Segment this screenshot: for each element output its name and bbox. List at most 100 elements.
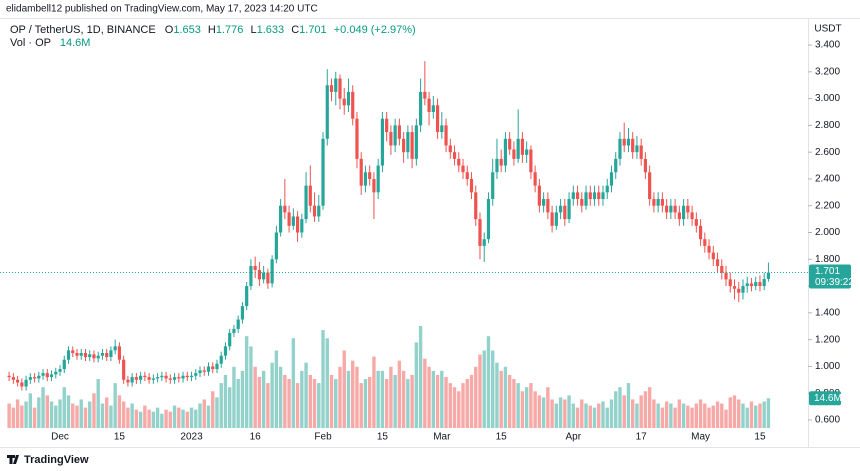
volume-bar <box>58 399 62 428</box>
candle-body <box>626 138 631 146</box>
candle-body <box>117 346 122 360</box>
y-tick-label: 2.400 <box>815 174 840 185</box>
candle-body <box>469 178 474 193</box>
volume-bar <box>758 403 762 428</box>
candle-body <box>440 125 444 133</box>
volume-bar <box>355 366 359 428</box>
volume-bar <box>435 374 440 428</box>
candle-body <box>444 125 448 146</box>
candle-body <box>427 98 431 112</box>
volume-bar <box>686 405 690 428</box>
candle-body <box>414 125 418 159</box>
volume-bar <box>626 383 631 428</box>
candle-body <box>194 373 198 376</box>
volume-bar <box>618 387 622 428</box>
candle-body <box>516 138 520 159</box>
candle-body <box>66 350 71 360</box>
candle-body <box>758 282 762 287</box>
candle-body <box>410 132 414 159</box>
volume-bar <box>580 399 584 428</box>
candle-body <box>533 172 537 186</box>
x-tick-label: Dec <box>51 432 69 443</box>
volume-bar <box>117 395 122 428</box>
volume-bar <box>749 401 754 428</box>
candle-body <box>448 145 452 153</box>
volume-bar <box>342 350 346 428</box>
volume-bar <box>37 397 41 428</box>
candle-body <box>745 283 749 287</box>
volume-bar <box>664 401 669 428</box>
volume-bar <box>440 370 444 428</box>
y-tick-label: 2.000 <box>815 227 840 238</box>
candle-body <box>202 370 206 372</box>
volume-bar <box>155 407 160 428</box>
volume-bar <box>24 401 28 428</box>
volume-bar <box>126 407 130 428</box>
candle-body <box>529 149 533 173</box>
volume-bar <box>529 383 533 428</box>
candle-body <box>694 219 698 226</box>
ohlc-key: O <box>165 24 174 36</box>
volume-bar <box>372 356 376 428</box>
y-tick-label: 3.400 <box>815 40 840 51</box>
candle-body <box>418 91 423 126</box>
candle-body <box>308 185 312 206</box>
volume-bar <box>151 411 156 428</box>
y-tick-label: 2.800 <box>815 120 840 131</box>
volume-bar <box>7 403 11 428</box>
volume-bar <box>656 403 660 428</box>
volume-bar <box>321 330 325 428</box>
y-tick-label: 1.400 <box>815 307 840 318</box>
volume-bar <box>563 399 567 428</box>
volume-bar <box>418 326 423 428</box>
volume-bar <box>491 350 495 428</box>
candle-body <box>130 377 134 383</box>
candle-body <box>122 359 126 380</box>
volume-bar <box>520 391 525 428</box>
candle-body <box>79 353 83 356</box>
volume-bar <box>88 401 92 428</box>
volume-bar <box>588 405 592 428</box>
volume-bar <box>325 338 329 428</box>
volume-bar <box>228 387 232 428</box>
volume-bar <box>236 379 240 428</box>
candle-body <box>601 192 605 200</box>
volume-bar <box>295 383 300 428</box>
candle-body <box>766 272 771 279</box>
x-tick-label: May <box>691 432 710 443</box>
volume-bar <box>605 407 609 428</box>
candle-body <box>279 205 283 233</box>
candle-body <box>677 212 681 220</box>
volume-bar <box>465 379 469 428</box>
volume-bar <box>249 346 253 428</box>
candle-body <box>643 158 648 173</box>
volume-bar <box>351 360 355 428</box>
volume-bar <box>745 407 749 428</box>
volume-bar <box>715 401 720 428</box>
candle-body <box>317 205 321 217</box>
candle-body <box>537 185 541 206</box>
volume-bar <box>503 366 508 428</box>
ohlc-key: H <box>208 24 216 36</box>
x-tick-label: 15 <box>377 432 389 443</box>
volume-bar <box>384 379 389 428</box>
candle-body <box>105 353 109 358</box>
candle-body <box>703 239 707 246</box>
candle-body <box>614 158 618 173</box>
candle-body <box>554 212 558 226</box>
candle-body <box>605 185 609 193</box>
y-tick-label: 2.200 <box>815 200 840 211</box>
ohlc-key: C <box>291 24 299 36</box>
candle-body <box>223 346 228 356</box>
volume-bar <box>300 370 304 428</box>
volume-bar <box>448 383 452 428</box>
volume-bar <box>266 383 270 428</box>
volume-bar <box>762 401 766 428</box>
candle-body <box>88 354 92 358</box>
candle-body <box>732 286 737 289</box>
volume-bar <box>215 397 219 428</box>
candle-body <box>266 272 270 284</box>
volume-bar <box>537 395 542 428</box>
volume-bar <box>189 407 194 428</box>
